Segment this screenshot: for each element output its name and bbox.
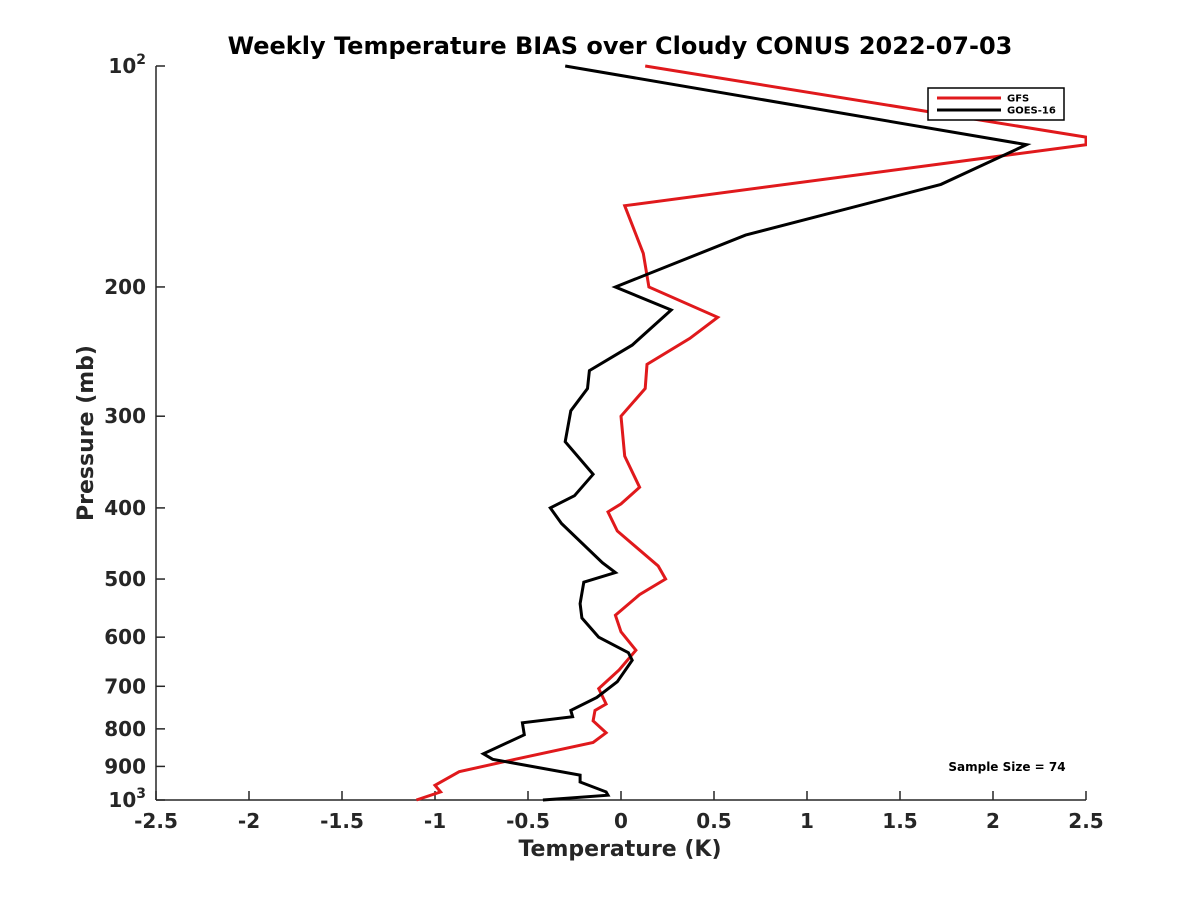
x-tick-label: 0.5 <box>696 809 731 833</box>
x-tick-label: 2 <box>986 809 1000 833</box>
y-tick-label: 300 <box>104 404 146 428</box>
x-tick-label: 1.5 <box>882 809 917 833</box>
y-tick-label: 800 <box>104 717 146 741</box>
y-tick-label: 400 <box>104 496 146 520</box>
y-tick-label: 600 <box>104 625 146 649</box>
y-tick-label: 102 <box>108 52 146 78</box>
y-tick-label: 500 <box>104 567 146 591</box>
y-tick-label: 103 <box>108 786 146 812</box>
x-tick-label: -1.5 <box>320 809 364 833</box>
x-axis-title: Temperature (K) <box>518 837 721 862</box>
x-tick-label: -0.5 <box>506 809 550 833</box>
x-tick-label: 0 <box>614 809 628 833</box>
x-tick-label: 2.5 <box>1068 809 1103 833</box>
series-layer <box>415 64 1087 802</box>
legend-box <box>927 87 1065 121</box>
y-tick-label: 700 <box>104 674 146 698</box>
x-tick-label: 1 <box>800 809 814 833</box>
plot-area <box>155 66 1086 801</box>
x-axis: -2.5 -2 -1.5 -1 -0.5 0 0.5 1 1.5 2 2.5 <box>134 791 1104 833</box>
y-tick-label-base: 10 <box>108 54 136 78</box>
x-tick-label: -2 <box>238 809 260 833</box>
y-axis-title: Pressure (mb) <box>74 345 99 521</box>
x-tick-label: -1 <box>424 809 446 833</box>
x-tick-label: -2.5 <box>134 809 178 833</box>
y-tick-label: 200 <box>104 275 146 299</box>
y-tick-label-exponent: 3 <box>136 786 146 802</box>
legend-label: GOES-16 <box>1007 106 1056 117</box>
y-tick-label: 900 <box>104 754 146 778</box>
y-tick-label-exponent: 2 <box>136 52 146 68</box>
sample-size-annotation: Sample Size = 74 <box>948 760 1065 774</box>
series-line-goes-16 <box>480 64 1032 802</box>
y-tick-label-base: 10 <box>108 788 136 812</box>
legend-label: GFS <box>1007 94 1029 105</box>
chart-title: Weekly Temperature BIAS over Cloudy CONU… <box>228 32 1013 60</box>
series-line-gfs <box>415 64 1087 802</box>
